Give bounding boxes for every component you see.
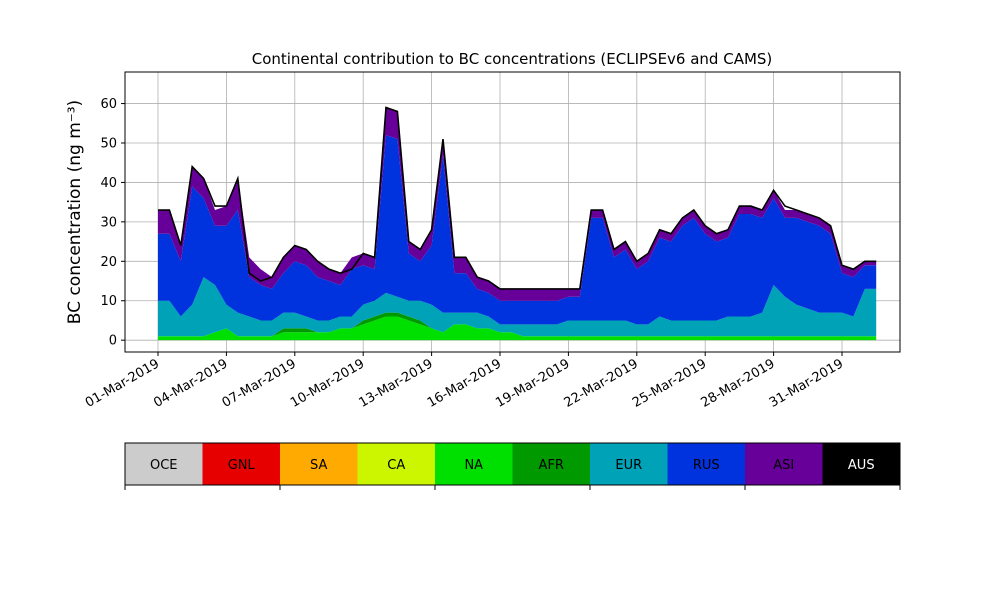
plot-frame [124,71,901,353]
x-tick-label: 07-Mar-2019 [220,356,299,410]
legend-label: CA [387,458,405,473]
legend-label: NA [464,458,483,473]
x-tick-label: 19-Mar-2019 [493,356,572,410]
area-eur [158,277,877,337]
legend-swatch-sa [280,443,358,485]
x-tick-label: 25-Mar-2019 [630,356,709,410]
legend-swatch-rus [667,443,745,485]
x-tick-label: 28-Mar-2019 [698,356,777,410]
y-tick-label: 30 [100,215,117,230]
x-tick-label: 04-Mar-2019 [151,356,230,410]
chart-title: Continental contribution to BC concentra… [252,50,773,68]
y-axis: 0 10 20 30 40 50 60 [100,97,125,349]
x-axis: 01-Mar-201904-Mar-201907-Mar-201910-Mar-… [83,352,846,411]
stacked-areas [158,107,877,341]
legend-swatch-eur [590,443,668,485]
y-tick-label: 50 [100,136,117,151]
legend-swatch-afr [512,443,590,485]
legend-swatch-gnl [202,443,280,485]
x-tick-label: 10-Mar-2019 [288,356,367,410]
legend-label: OCE [150,458,178,473]
y-tick-label: 40 [100,176,117,191]
legend-swatch-aus [822,443,900,485]
legend-swatch-asi [745,443,823,485]
area-na [158,316,877,341]
legend-swatch-na [435,443,513,485]
legend-label: EUR [615,458,642,473]
series-line-total [158,106,877,290]
y-tick-label: 20 [100,255,117,270]
y-tick-label: 10 [100,294,117,309]
y-tick-label: 0 [109,334,117,349]
legend-label: AFR [539,458,564,473]
legend-label: ASI [773,458,794,473]
y-tick-label: 60 [100,97,117,112]
legend-label: RUS [693,458,720,473]
legend: OCE GNL SA CA NA AFR EUR RUS ASI AUS [124,442,901,490]
legend-swatch-ca [357,443,435,485]
x-tick-label: 13-Mar-2019 [356,356,435,410]
legend-swatch-oce [125,443,203,485]
legend-label: SA [310,458,327,473]
x-tick-label: 01-Mar-2019 [83,356,162,410]
x-tick-label: 22-Mar-2019 [562,356,641,410]
legend-label: GNL [228,458,256,473]
area-rus [158,135,877,325]
x-tick-label: 16-Mar-2019 [425,356,504,410]
y-axis-label: BC concentration (ng m⁻³) [65,100,85,324]
legend-label: AUS [848,458,875,473]
legend-frame [124,442,901,486]
x-tick-label: 31-Mar-2019 [767,356,846,410]
